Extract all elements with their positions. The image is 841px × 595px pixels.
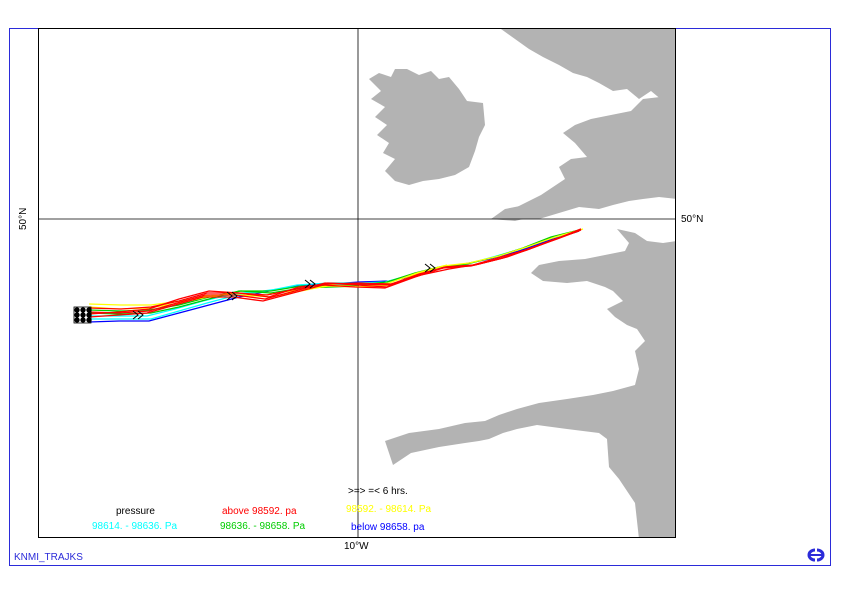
start-cluster xyxy=(73,306,92,324)
trajectory-red-4 xyxy=(88,228,582,315)
trajectory-bundle xyxy=(88,228,584,323)
marker-6h-3 xyxy=(304,279,316,289)
legend-class-blue: below 98658. pa xyxy=(351,522,425,533)
map-canvas xyxy=(39,29,675,537)
latitude-label-right: 50°N xyxy=(681,214,704,225)
land-britain-north xyxy=(501,29,675,101)
land-layer xyxy=(369,29,675,537)
credit-label: KNMI_TRAJKS xyxy=(14,552,83,563)
longitude-label-bottom: 10°W xyxy=(344,541,369,552)
trajectory-red-3 xyxy=(88,228,582,310)
marker-6h-2 xyxy=(226,291,238,301)
land-cornwall xyxy=(491,195,571,221)
land-france xyxy=(385,229,675,537)
legend-title: pressure xyxy=(116,506,155,517)
land-britain xyxy=(505,95,675,219)
latitude-label-left: 50°N xyxy=(18,207,29,230)
legend-class-green: 98636. - 98658. Pa xyxy=(220,521,306,532)
land-ireland xyxy=(369,69,485,185)
marker-6h-4 xyxy=(424,263,436,273)
time-markers xyxy=(132,263,436,320)
trajectory-map xyxy=(38,28,676,538)
legend-class-red: above 98592. pa xyxy=(222,506,297,517)
ecmwf-logo-icon xyxy=(807,548,825,562)
legend-arrow-note: >=> =< 6 hrs. xyxy=(348,486,408,497)
trajectory-yellow-1 xyxy=(88,228,584,310)
legend-class-cyan: 98614. - 98636. Pa xyxy=(92,521,178,532)
marker-6h-1 xyxy=(132,310,144,320)
trajectory-red-1 xyxy=(88,229,582,314)
trajectory-green-1 xyxy=(88,229,580,315)
legend-class-yellow: 98592. - 98614. Pa xyxy=(346,504,432,515)
